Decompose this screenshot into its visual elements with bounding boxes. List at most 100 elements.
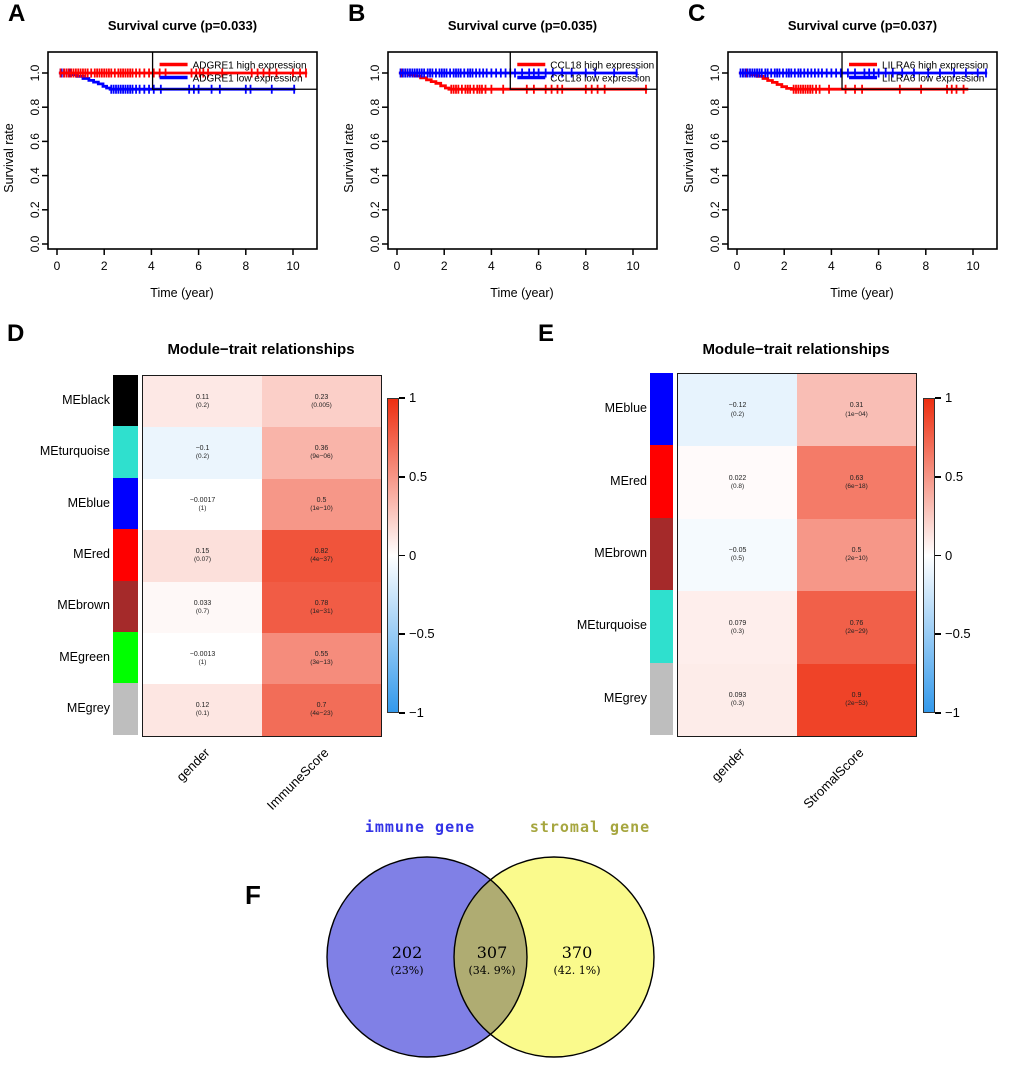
venn-circle-stromal-outline <box>453 856 655 1058</box>
cell-pvalue: (1e−31) <box>310 607 333 615</box>
venn-pct-overlap: (34. 9%) <box>468 964 515 977</box>
y-tick-label: 1.0 <box>708 64 722 81</box>
venn-diagram: immune gene stromal gene 202 (23%) 307 (34. 9… <box>326 818 655 1058</box>
cell-correlation: 0.23 <box>314 393 329 401</box>
cell-correlation: −0.1 <box>195 445 210 453</box>
cell-pvalue: (2e−10) <box>845 555 868 563</box>
x-tick-label: 10 <box>966 259 980 273</box>
colorbar-tick-label: −0.5 <box>409 626 435 642</box>
heatmap-grid: −0.12 (0.2) 0.31 (1e−04) 0.022 (0.8) 0.63 (6e−1… <box>677 373 917 737</box>
legend-box <box>151 52 317 90</box>
colorbar-tick <box>935 475 941 478</box>
cell-pvalue: (4e−23) <box>310 710 333 718</box>
x-tick-label: 8 <box>922 259 929 273</box>
module-color-strip <box>650 373 673 446</box>
cell-correlation: 0.12 <box>195 702 210 710</box>
x-tick-label: 6 <box>195 259 202 273</box>
cell-correlation: 0.079 <box>728 619 747 627</box>
y-tick-label: 0.2 <box>28 201 42 218</box>
colorbar-tick-label: 0 <box>409 547 417 563</box>
panel-heatmap-D: D Module−trait relationships MEblack MEtu… <box>0 315 510 813</box>
y-tick-label: 0.0 <box>368 235 382 252</box>
cell-pvalue: (4e−37) <box>310 556 333 564</box>
panel-letter-D: D <box>7 320 25 347</box>
module-row-label: MEblue <box>604 401 647 416</box>
plot-frame <box>387 51 658 250</box>
cell-correlation: 0.31 <box>849 402 864 410</box>
heatmap-cell: 0.78 (1e−31) <box>262 581 381 633</box>
y-tick-label: 0.8 <box>28 99 42 116</box>
module-row-label: MEturquoise <box>576 618 647 633</box>
x-tick-label: 2 <box>441 259 448 273</box>
x-tick-label: 8 <box>582 259 589 273</box>
y-tick-label: 0.4 <box>368 167 382 184</box>
heatmap-cell: 0.11 (0.2) <box>143 376 262 428</box>
module-color-strip <box>650 445 673 518</box>
cell-correlation: −0.12 <box>728 402 747 410</box>
panel-heatmap-E: E Module−trait relationships MEblue MEred… <box>510 315 1020 812</box>
heatmap-cell: 0.12 (0.1) <box>143 684 262 736</box>
heatmap-cell: 0.76 (2e−29) <box>797 591 916 664</box>
y-axis-label: Survival rate <box>342 123 356 193</box>
legend-box <box>841 52 997 90</box>
y-tick-label: 1.0 <box>368 64 382 81</box>
cell-correlation: 0.63 <box>849 474 864 482</box>
survival-plot-C: 0.0 0.2 0.4 0.6 0.8 1.0 Survival rate 0 2 4 6 8 10 Ti… <box>682 51 998 300</box>
correlation-colorbar <box>923 398 935 713</box>
colorbar-tick-label: 0 <box>945 547 953 563</box>
cell-correlation: 0.022 <box>728 474 747 482</box>
heatmap-cell: 0.82 (4e−37) <box>262 530 381 582</box>
module-row-label: MEblue <box>67 495 110 510</box>
correlation-colorbar <box>387 398 399 713</box>
y-tick-label: 0.0 <box>28 235 42 252</box>
x-axis-label: Time (year) <box>150 286 213 300</box>
module-color-strip <box>113 426 138 478</box>
x-tick-label: 0 <box>734 259 741 273</box>
cell-pvalue: (0.3) <box>730 700 745 708</box>
module-row-label: MEbrown <box>57 598 110 613</box>
survival-series <box>58 68 296 94</box>
heatmap-grid: 0.11 (0.2) 0.23 (0.005) −0.1 (0.2) 0.36 (9e−06)… <box>142 375 382 737</box>
cell-correlation: 0.11 <box>195 393 210 401</box>
y-tick-label: 0.2 <box>708 201 722 218</box>
colorbar-tick-label: 1 <box>409 390 417 405</box>
venn-overlap-region <box>454 857 527 1057</box>
colorbar-tick <box>935 633 941 636</box>
heatmap-cell: −0.0017 (1) <box>143 478 262 531</box>
survival-plot-A: 0.0 0.2 0.4 0.6 0.8 1.0 Survival rate 0 2 4 6 8 10 Ti… <box>2 51 318 300</box>
module-color-strip <box>113 375 138 427</box>
heatmap-cell: 0.55 (3e−13) <box>262 633 381 685</box>
x-tick-label: 8 <box>242 259 249 273</box>
cell-pvalue: (0.7) <box>195 607 210 615</box>
module-color-strip <box>113 632 138 684</box>
panel-letter-A: A <box>8 0 26 27</box>
cell-pvalue: (3e−13) <box>310 659 333 667</box>
y-tick-label: 0.6 <box>368 133 382 150</box>
plot-frame <box>727 51 998 250</box>
x-axis-label: Time (year) <box>490 286 553 300</box>
cell-pvalue: (9e−06) <box>310 453 333 461</box>
x-tick-label: 4 <box>148 259 155 273</box>
heatmap-cell: −0.1 (0.2) <box>143 427 262 479</box>
heatmap-cell: 0.022 (0.8) <box>678 446 797 519</box>
panel-survival-C: C Survival curve (p=0.037) 0.0 0.2 0.4 0.6 0… <box>680 0 1020 315</box>
panel-survival-B: B Survival curve (p=0.035) 0.0 0.2 0.4 0.6 0… <box>340 0 680 315</box>
panel-letter-B: B <box>348 0 366 27</box>
colorbar-tick-label: 0.5 <box>945 468 964 484</box>
y-tick-label: 0.6 <box>28 133 42 150</box>
panel-survival-A: A Survival curve (p=0.033) 0.0 0.2 0.4 0.6 0… <box>0 0 340 315</box>
panel-letter-F: F <box>245 880 261 910</box>
legend-label: CCL18 low expression <box>550 73 650 84</box>
cell-pvalue: (0.3) <box>730 627 745 635</box>
cell-correlation: 0.36 <box>314 445 329 453</box>
legend-label: LILRA6 low expression <box>882 73 984 84</box>
x-tick-label: 10 <box>626 259 640 273</box>
heatmap-cell: −0.12 (0.2) <box>678 374 797 447</box>
y-tick-label: 1.0 <box>28 64 42 81</box>
x-tick-label: 10 <box>286 259 300 273</box>
heatmap-cell: −0.05 (0.5) <box>678 518 797 592</box>
cell-pvalue: (2e−29) <box>845 627 868 635</box>
cell-correlation: 0.033 <box>193 599 212 607</box>
venn-count-stromal-only: 370 <box>562 943 593 962</box>
cell-pvalue: (1e−04) <box>845 410 868 418</box>
